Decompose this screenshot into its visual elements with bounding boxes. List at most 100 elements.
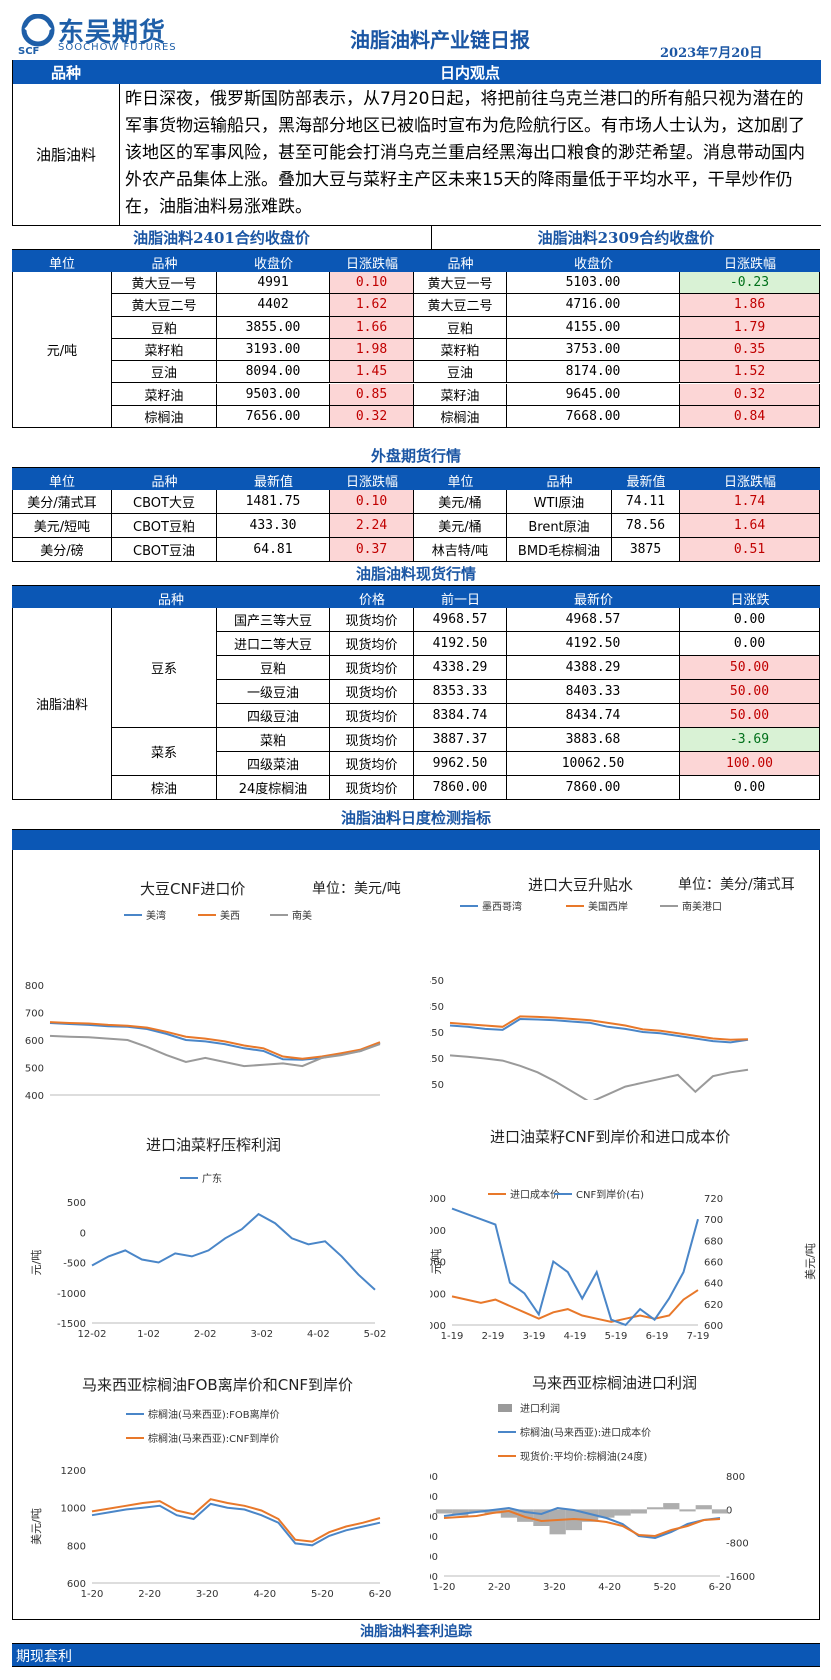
series-line-2 — [443, 1506, 721, 1540]
spot-col-header: 品种 — [157, 593, 184, 608]
close-right-price: 4716.00 — [507, 294, 680, 317]
close-right-name: 黄大豆二号 — [414, 294, 507, 317]
profit-bar — [614, 1509, 631, 1516]
daily-bar — [12, 830, 820, 850]
x-tick-label: 6-19 — [646, 1331, 669, 1342]
view-header: 品种 日内观点 — [13, 60, 821, 84]
chart2-title: 进口大豆升贴水 — [528, 876, 634, 894]
spot-change: 100.00 — [680, 752, 820, 776]
spot-type: 现货均价 — [330, 608, 414, 632]
spot-last: 4968.57 — [507, 608, 680, 632]
y2-axis-label: 美元/吨 — [804, 1243, 817, 1280]
y-tick-label: 600 — [67, 1579, 86, 1590]
chart5-title: 马来西亚棕榈油FOB离岸价和CNF到岸价 — [82, 1376, 354, 1394]
close-right-price: 5103.00 — [507, 272, 680, 295]
series-line-3 — [443, 1509, 721, 1538]
x-tick-label: 1-20 — [81, 1589, 104, 1600]
x-tick-label: 3-19 — [523, 1331, 546, 1342]
profit-bar — [711, 1509, 729, 1514]
close-right-change: 0.35 — [680, 338, 820, 362]
x-tick-label: 12-02 — [77, 1329, 106, 1340]
spot-type: 现货均价 — [330, 704, 414, 728]
close-col-header: 日涨跌幅 — [723, 257, 776, 272]
y-axis-label: 元/吨 — [430, 1249, 443, 1275]
spot-change: 0.00 — [680, 776, 820, 800]
series-line-2 — [49, 1021, 381, 1060]
foreign-right-name: Brent原油 — [507, 514, 612, 538]
chart2-unit: 单位：美分/蒲式耳 — [678, 877, 795, 893]
spot-change: 50.00 — [680, 680, 820, 704]
foreign-col-header: 日涨跌幅 — [345, 475, 398, 490]
foreign-left-name: CBOT大豆 — [112, 490, 217, 514]
legend-label: CNF到岸价(右) — [576, 1188, 644, 1201]
x-tick-label: 2-20 — [488, 1582, 511, 1593]
series-line-1 — [449, 1017, 749, 1044]
view-col-variety: 品种 — [50, 64, 81, 82]
y-tick-label: 800 — [25, 981, 44, 992]
spot-title: 油脂油料现货行情 — [12, 562, 820, 586]
close-left-price: 9503.00 — [217, 383, 330, 406]
y2-tick-label: 600 — [704, 1321, 723, 1332]
y-tick-label: 700 — [25, 1009, 44, 1020]
brand-mark: SCF — [18, 46, 40, 57]
legend-label: 棕榈油(马来西亚):CNF到岸价 — [148, 1432, 279, 1445]
foreign-left-name: CBOT豆粕 — [112, 514, 217, 538]
y-tick-label: 150 — [430, 1054, 444, 1065]
spot-change: 50.00 — [680, 704, 820, 728]
spot-last: 4388.29 — [507, 656, 680, 680]
y-tick-label: -500 — [63, 1259, 86, 1270]
close-section: 油脂油料2401合约收盘价 油脂油料2309合约收盘价 单位 品种 收盘价 日涨跌幅 品… — [12, 226, 820, 444]
view-border — [13, 225, 821, 226]
profit-bar — [549, 1509, 566, 1535]
close-right-price: 7668.00 — [507, 405, 680, 429]
close-right-price: 3753.00 — [507, 338, 680, 362]
foreign-col-header: 单位 — [447, 475, 474, 490]
foreign-col-header: 品种 — [546, 475, 573, 490]
series-line-3 — [449, 1054, 749, 1100]
foreign-right-change: 0.51 — [680, 538, 820, 562]
spot-type: 现货均价 — [330, 752, 414, 776]
foreign-right-value: 74.11 — [612, 490, 680, 514]
profit-bar — [500, 1509, 518, 1518]
y-tick-label: 6000 — [430, 1552, 438, 1563]
y-tick-label: 7000 — [430, 1258, 446, 1269]
close-left-change: 1.66 — [330, 316, 414, 339]
close-col-header: 收盘价 — [573, 257, 613, 272]
y2-tick-label: -800 — [726, 1539, 749, 1550]
foreign-left-unit: 美分/磅 — [12, 538, 112, 562]
y-tick-label: 50 — [431, 1080, 444, 1091]
spot-type: 现货均价 — [330, 656, 414, 680]
close-left-change: 1.45 — [330, 361, 414, 384]
legend-label: 美湾 — [146, 909, 166, 922]
legend-label: 美西 — [220, 909, 240, 922]
y-tick-label: 1200 — [61, 1466, 86, 1477]
view-text: 昨日深夜，俄罗斯国防部表示，从7月20日起，将把前往乌克兰港口的所有船只视为潜在… — [125, 89, 805, 217]
foreign-col-header: 最新值 — [253, 475, 293, 490]
spot-header-row: 品种 价格 前一日 最新价 日涨跌 — [12, 586, 820, 608]
legend-label: 棕榈油(马来西亚):进口成本价 — [520, 1426, 651, 1439]
spot-type: 现货均价 — [330, 680, 414, 704]
spot-change: 0.00 — [680, 608, 820, 632]
spot-section: 油脂油料现货行情 品种 价格 前一日 最新价 日涨跌 油脂油料 豆系 菜系 棕油 国产三等大豆现… — [12, 562, 820, 806]
swirl-logo-icon — [21, 14, 55, 47]
chart3-title: 进口油菜籽压榨利润 — [146, 1136, 282, 1154]
foreign-col-header: 单位 — [48, 475, 75, 490]
y2-tick-label: 660 — [704, 1258, 723, 1269]
spot-col-header: 最新价 — [573, 593, 613, 608]
foreign-right-unit: 美元/桶 — [414, 514, 507, 538]
profit-bar — [598, 1509, 615, 1518]
y-tick-label: 250 — [430, 1028, 444, 1039]
profit-bar — [484, 1509, 501, 1514]
spot-col-header: 前一日 — [440, 593, 480, 608]
x-tick-label: 2-19 — [482, 1331, 505, 1342]
report-date: 2023年7月20日 — [660, 46, 763, 61]
close-right-change: 0.84 — [680, 405, 820, 429]
foreign-right-change: 1.74 — [680, 490, 820, 514]
close-left-change: 0.32 — [330, 405, 414, 429]
close-right-change: 1.86 — [680, 294, 820, 317]
profit-bar — [679, 1509, 696, 1512]
spot-name: 菜粕 — [217, 728, 330, 752]
close-left-change: 0.85 — [330, 383, 414, 406]
